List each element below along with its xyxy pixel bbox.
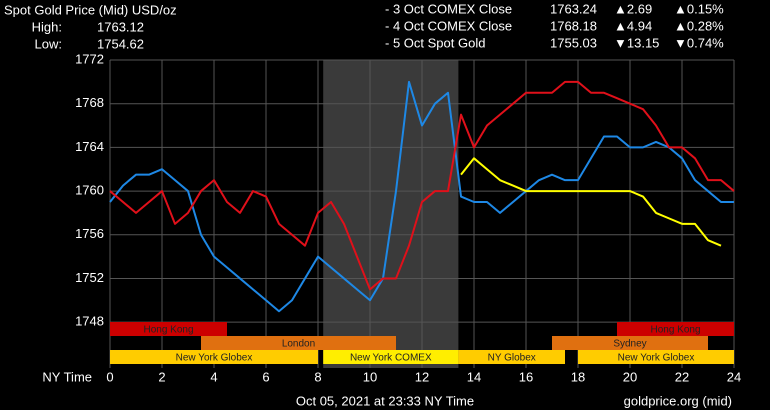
session-label: Sydney <box>613 339 646 350</box>
legend-pct: ▲0.28% <box>674 18 724 33</box>
session-label: New York COMEX <box>350 353 432 364</box>
y-tick-label: 1772 <box>75 51 104 66</box>
session-label: New York Globex <box>618 353 695 364</box>
y-tick-label: 1752 <box>75 270 104 285</box>
session-label: London <box>282 339 315 350</box>
legend-close: 1755.03 <box>550 35 597 50</box>
legend-pct: ▲0.15% <box>674 1 724 16</box>
legend-close: 1763.24 <box>550 1 597 16</box>
x-tick-label: 12 <box>415 369 429 384</box>
x-tick-label: 14 <box>467 369 481 384</box>
session-bar <box>458 350 565 364</box>
y-tick-label: 1756 <box>75 226 104 241</box>
low-value: 1754.62 <box>97 36 144 51</box>
legend-name: - 3 Oct COMEX Close <box>385 1 512 16</box>
y-tick-label: 1760 <box>75 183 104 198</box>
session-bar <box>617 322 734 336</box>
price-line <box>109 80 734 313</box>
legend-change: ▲2.69 <box>614 1 652 16</box>
footer: Oct 05, 2021 at 23:33 NY Time <box>296 393 474 408</box>
legend-change: ▲4.94 <box>614 18 652 33</box>
x-tick-label: 20 <box>623 369 637 384</box>
legend-name: - 4 Oct COMEX Close <box>385 18 512 33</box>
session-label: New York Globex <box>176 353 253 364</box>
session-bar <box>110 350 318 364</box>
session-bar <box>552 336 708 350</box>
legend-change: ▼13.15 <box>614 35 659 50</box>
high-label: High: <box>32 19 62 34</box>
x-tick-label: 10 <box>363 369 377 384</box>
session-label: Hong Kong <box>650 325 700 336</box>
x-tick-label: 4 <box>210 369 217 384</box>
y-tick-label: 1764 <box>75 139 104 154</box>
session-label: Hong Kong <box>143 325 193 336</box>
high-value: 1763.12 <box>97 19 144 34</box>
comex-highlight <box>323 60 459 368</box>
legend-pct: ▼0.74% <box>674 35 724 50</box>
legend-close: 1768.18 <box>550 18 597 33</box>
y-tick-label: 1748 <box>75 314 104 329</box>
session-bar <box>201 336 396 350</box>
session-bar <box>110 322 227 336</box>
price-line <box>109 80 735 291</box>
x-tick-label: 18 <box>571 369 585 384</box>
session-bar <box>323 350 459 364</box>
chart-title: Spot Gold Price (Mid) USD/oz <box>4 2 177 17</box>
x-axis-label: NY Time <box>42 369 92 384</box>
x-tick-label: 22 <box>675 369 689 384</box>
x-tick-label: 24 <box>727 369 741 384</box>
session-label: NY Globex <box>488 353 536 364</box>
source: goldprice.org (mid) <box>624 393 732 408</box>
x-tick-label: 2 <box>158 369 165 384</box>
x-tick-label: 6 <box>262 369 269 384</box>
session-bar <box>578 350 734 364</box>
x-tick-label: 8 <box>314 369 321 384</box>
price-line <box>460 157 722 247</box>
x-tick-label: 16 <box>519 369 533 384</box>
low-label: Low: <box>35 36 62 51</box>
x-tick-label: 0 <box>106 369 113 384</box>
y-tick-label: 1768 <box>75 95 104 110</box>
legend-name: - 5 Oct Spot Gold <box>385 35 485 50</box>
